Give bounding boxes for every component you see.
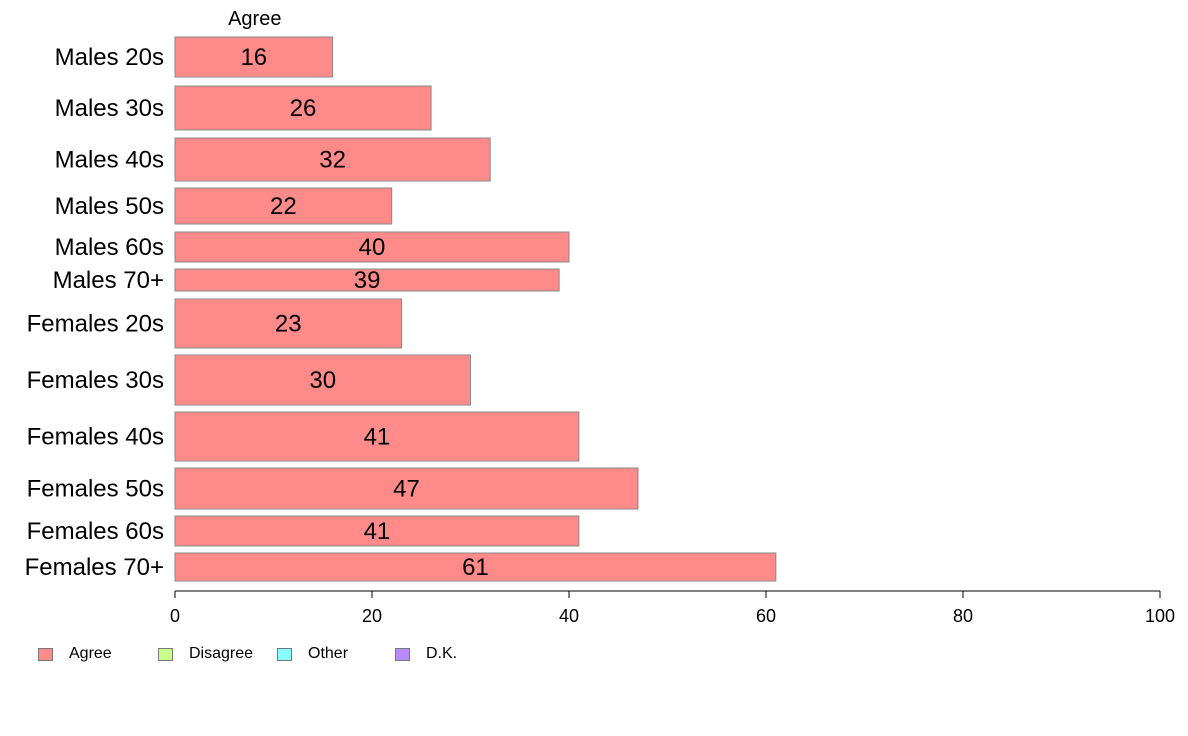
category-label-males-60s: Males 60s <box>55 234 164 261</box>
bar-females-40s <box>174 411 580 462</box>
bar-males-50s <box>174 187 393 225</box>
legend-label-dk: D.K. <box>426 645 458 662</box>
data-label-females-60s: 41 <box>364 518 391 545</box>
legend-swatch-agree <box>38 647 53 661</box>
data-label-males-30s: 26 <box>290 95 317 122</box>
category-label-females-30s: Females 30s <box>27 367 164 394</box>
category-label-females-50s: Females 50s <box>27 476 164 503</box>
category-label-males-50s: Males 50s <box>55 193 164 220</box>
bar-females-70plus <box>174 552 777 582</box>
category-label-males-20s: Males 20s <box>55 44 164 71</box>
x-tick-label-20: 20 <box>362 606 382 626</box>
series-header: Agree <box>228 8 281 30</box>
bar-females-20s <box>174 298 403 349</box>
legend-label-agree: Agree <box>69 645 112 662</box>
bar-females-50s <box>174 467 639 510</box>
x-tick-label-100: 100 <box>1145 606 1175 626</box>
legend-swatch-disagree <box>158 647 173 661</box>
data-label-females-20s: 23 <box>275 311 302 338</box>
legend-item-agree: Agree <box>38 645 112 663</box>
legend-label-other: Other <box>308 645 349 662</box>
bar-males-60s <box>174 231 570 263</box>
data-label-females-30s: 30 <box>309 367 336 394</box>
data-label-males-50s: 22 <box>270 193 297 220</box>
category-label-females-70plus: Females 70+ <box>25 554 164 581</box>
x-tick-label-0: 0 <box>170 606 180 626</box>
bar-males-40s <box>174 137 491 182</box>
category-label-males-70plus: Males 70+ <box>53 267 164 294</box>
category-label-females-40s: Females 40s <box>27 424 164 451</box>
legend-item-other: Other <box>277 645 348 663</box>
bar-females-60s <box>174 515 580 547</box>
legend-swatch-other <box>277 647 292 661</box>
data-label-males-70plus: 39 <box>354 267 381 294</box>
bar-group: Males 20s 16 Males 30s 26 Males 40s 32 Males 5… <box>25 36 777 582</box>
bar-males-20s <box>174 36 334 78</box>
data-label-males-20s: 16 <box>240 44 267 71</box>
category-label-females-20s: Females 20s <box>27 311 164 338</box>
legend-item-dk: D.K. <box>395 645 457 663</box>
bar-males-30s <box>174 85 432 131</box>
bar-females-30s <box>174 354 471 406</box>
category-label-males-30s: Males 30s <box>55 95 164 122</box>
x-axis: 0 20 40 60 80 100 <box>170 590 1175 626</box>
legend: Agree Disagree Other D.K. <box>38 645 738 665</box>
legend-item-disagree: Disagree <box>158 645 253 663</box>
x-tick-label-80: 80 <box>953 606 973 626</box>
x-tick-label-40: 40 <box>559 606 579 626</box>
data-label-females-70plus: 61 <box>462 554 489 581</box>
data-label-males-60s: 40 <box>359 234 386 261</box>
x-tick-label-60: 60 <box>756 606 776 626</box>
legend-swatch-dk <box>395 647 410 661</box>
category-label-females-60s: Females 60s <box>27 518 164 545</box>
data-label-females-40s: 41 <box>364 424 391 451</box>
legend-label-disagree: Disagree <box>189 645 254 662</box>
data-label-females-50s: 47 <box>393 476 420 503</box>
category-label-males-40s: Males 40s <box>55 147 164 174</box>
bar-males-70plus <box>174 268 560 292</box>
data-label-males-40s: 32 <box>319 147 346 174</box>
